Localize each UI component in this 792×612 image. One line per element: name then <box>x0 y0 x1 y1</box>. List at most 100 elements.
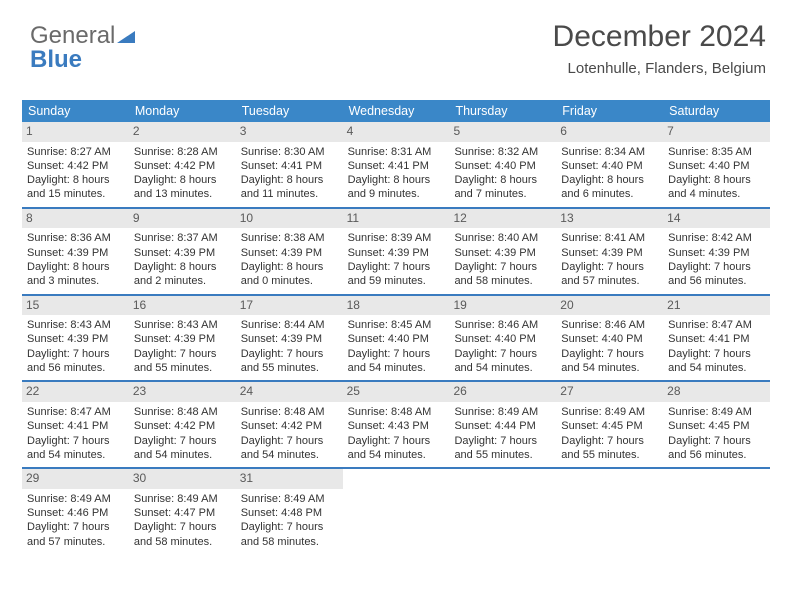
day-cell: 30Sunrise: 8:49 AMSunset: 4:47 PMDayligh… <box>129 469 236 554</box>
logo: General Blue <box>30 24 137 72</box>
sunrise-text: Sunrise: 8:32 AM <box>454 145 551 159</box>
day-cell: 31Sunrise: 8:49 AMSunset: 4:48 PMDayligh… <box>236 469 343 554</box>
sunset-text: Sunset: 4:39 PM <box>134 246 231 260</box>
day-number: 28 <box>663 382 770 402</box>
sunset-text: Sunset: 4:39 PM <box>668 246 765 260</box>
daylight-text: Daylight: 7 hours and 54 minutes. <box>27 434 124 463</box>
daylight-text: Daylight: 7 hours and 54 minutes. <box>134 434 231 463</box>
sunrise-text: Sunrise: 8:35 AM <box>668 145 765 159</box>
daylight-text: Daylight: 8 hours and 15 minutes. <box>27 173 124 202</box>
sunrise-text: Sunrise: 8:27 AM <box>27 145 124 159</box>
sunset-text: Sunset: 4:42 PM <box>134 159 231 173</box>
sunrise-text: Sunrise: 8:43 AM <box>27 318 124 332</box>
week-row: 22Sunrise: 8:47 AMSunset: 4:41 PMDayligh… <box>22 380 770 467</box>
sunset-text: Sunset: 4:39 PM <box>241 332 338 346</box>
daylight-text: Daylight: 7 hours and 55 minutes. <box>241 347 338 376</box>
sunrise-text: Sunrise: 8:48 AM <box>241 405 338 419</box>
day-cell: 1Sunrise: 8:27 AMSunset: 4:42 PMDaylight… <box>22 122 129 207</box>
day-number: 8 <box>22 209 129 229</box>
daylight-text: Daylight: 7 hours and 58 minutes. <box>241 520 338 549</box>
day-cell: 18Sunrise: 8:45 AMSunset: 4:40 PMDayligh… <box>343 296 450 381</box>
daylight-text: Daylight: 8 hours and 13 minutes. <box>134 173 231 202</box>
day-cell: 23Sunrise: 8:48 AMSunset: 4:42 PMDayligh… <box>129 382 236 467</box>
sunrise-text: Sunrise: 8:34 AM <box>561 145 658 159</box>
day-cell-empty <box>343 469 450 554</box>
sunset-text: Sunset: 4:46 PM <box>27 506 124 520</box>
sunset-text: Sunset: 4:44 PM <box>454 419 551 433</box>
day-cell: 13Sunrise: 8:41 AMSunset: 4:39 PMDayligh… <box>556 209 663 294</box>
sunrise-text: Sunrise: 8:46 AM <box>454 318 551 332</box>
daylight-text: Daylight: 8 hours and 3 minutes. <box>27 260 124 289</box>
day-number: 20 <box>556 296 663 316</box>
daylight-text: Daylight: 7 hours and 55 minutes. <box>454 434 551 463</box>
sunrise-text: Sunrise: 8:37 AM <box>134 231 231 245</box>
sunrise-text: Sunrise: 8:30 AM <box>241 145 338 159</box>
day-number: 15 <box>22 296 129 316</box>
day-cell: 7Sunrise: 8:35 AMSunset: 4:40 PMDaylight… <box>663 122 770 207</box>
daylight-text: Daylight: 7 hours and 56 minutes. <box>668 434 765 463</box>
day-cell: 28Sunrise: 8:49 AMSunset: 4:45 PMDayligh… <box>663 382 770 467</box>
dow-cell: Monday <box>129 100 236 122</box>
sunset-text: Sunset: 4:47 PM <box>134 506 231 520</box>
sunrise-text: Sunrise: 8:49 AM <box>134 492 231 506</box>
sunrise-text: Sunrise: 8:43 AM <box>134 318 231 332</box>
page-title: December 2024 <box>553 20 766 54</box>
sunrise-text: Sunrise: 8:39 AM <box>348 231 445 245</box>
sunrise-text: Sunrise: 8:48 AM <box>348 405 445 419</box>
daylight-text: Daylight: 7 hours and 56 minutes. <box>668 260 765 289</box>
day-number: 22 <box>22 382 129 402</box>
day-cell: 24Sunrise: 8:48 AMSunset: 4:42 PMDayligh… <box>236 382 343 467</box>
sunrise-text: Sunrise: 8:49 AM <box>561 405 658 419</box>
sunrise-text: Sunrise: 8:49 AM <box>27 492 124 506</box>
daylight-text: Daylight: 8 hours and 6 minutes. <box>561 173 658 202</box>
dow-cell: Tuesday <box>236 100 343 122</box>
sunrise-text: Sunrise: 8:46 AM <box>561 318 658 332</box>
day-cell: 15Sunrise: 8:43 AMSunset: 4:39 PMDayligh… <box>22 296 129 381</box>
day-number: 2 <box>129 122 236 142</box>
day-cell: 20Sunrise: 8:46 AMSunset: 4:40 PMDayligh… <box>556 296 663 381</box>
day-cell: 17Sunrise: 8:44 AMSunset: 4:39 PMDayligh… <box>236 296 343 381</box>
sunset-text: Sunset: 4:41 PM <box>348 159 445 173</box>
day-cell: 26Sunrise: 8:49 AMSunset: 4:44 PMDayligh… <box>449 382 556 467</box>
day-cell-empty <box>663 469 770 554</box>
sunset-text: Sunset: 4:42 PM <box>241 419 338 433</box>
day-cell: 21Sunrise: 8:47 AMSunset: 4:41 PMDayligh… <box>663 296 770 381</box>
sunrise-text: Sunrise: 8:31 AM <box>348 145 445 159</box>
day-of-week-header: SundayMondayTuesdayWednesdayThursdayFrid… <box>22 100 770 122</box>
daylight-text: Daylight: 7 hours and 54 minutes. <box>348 434 445 463</box>
daylight-text: Daylight: 7 hours and 54 minutes. <box>668 347 765 376</box>
day-number: 7 <box>663 122 770 142</box>
sunset-text: Sunset: 4:45 PM <box>561 419 658 433</box>
dow-cell: Sunday <box>22 100 129 122</box>
day-cell: 4Sunrise: 8:31 AMSunset: 4:41 PMDaylight… <box>343 122 450 207</box>
daylight-text: Daylight: 8 hours and 4 minutes. <box>668 173 765 202</box>
day-number: 30 <box>129 469 236 489</box>
sunrise-text: Sunrise: 8:47 AM <box>668 318 765 332</box>
day-number: 1 <box>22 122 129 142</box>
sunrise-text: Sunrise: 8:49 AM <box>241 492 338 506</box>
week-row: 1Sunrise: 8:27 AMSunset: 4:42 PMDaylight… <box>22 122 770 207</box>
week-row: 29Sunrise: 8:49 AMSunset: 4:46 PMDayligh… <box>22 467 770 554</box>
week-row: 8Sunrise: 8:36 AMSunset: 4:39 PMDaylight… <box>22 207 770 294</box>
day-number: 24 <box>236 382 343 402</box>
daylight-text: Daylight: 7 hours and 55 minutes. <box>561 434 658 463</box>
sunrise-text: Sunrise: 8:47 AM <box>27 405 124 419</box>
daylight-text: Daylight: 8 hours and 9 minutes. <box>348 173 445 202</box>
sunrise-text: Sunrise: 8:36 AM <box>27 231 124 245</box>
sunrise-text: Sunrise: 8:42 AM <box>668 231 765 245</box>
day-number: 31 <box>236 469 343 489</box>
daylight-text: Daylight: 7 hours and 58 minutes. <box>454 260 551 289</box>
dow-cell: Saturday <box>663 100 770 122</box>
day-cell-empty <box>449 469 556 554</box>
day-number: 6 <box>556 122 663 142</box>
day-number: 12 <box>449 209 556 229</box>
calendar: SundayMondayTuesdayWednesdayThursdayFrid… <box>22 100 770 554</box>
sunrise-text: Sunrise: 8:49 AM <box>668 405 765 419</box>
weeks-container: 1Sunrise: 8:27 AMSunset: 4:42 PMDaylight… <box>22 122 770 554</box>
sunrise-text: Sunrise: 8:45 AM <box>348 318 445 332</box>
sunset-text: Sunset: 4:39 PM <box>454 246 551 260</box>
day-cell: 10Sunrise: 8:38 AMSunset: 4:39 PMDayligh… <box>236 209 343 294</box>
logo-text-2: Blue <box>30 46 82 73</box>
day-cell: 19Sunrise: 8:46 AMSunset: 4:40 PMDayligh… <box>449 296 556 381</box>
sunrise-text: Sunrise: 8:40 AM <box>454 231 551 245</box>
